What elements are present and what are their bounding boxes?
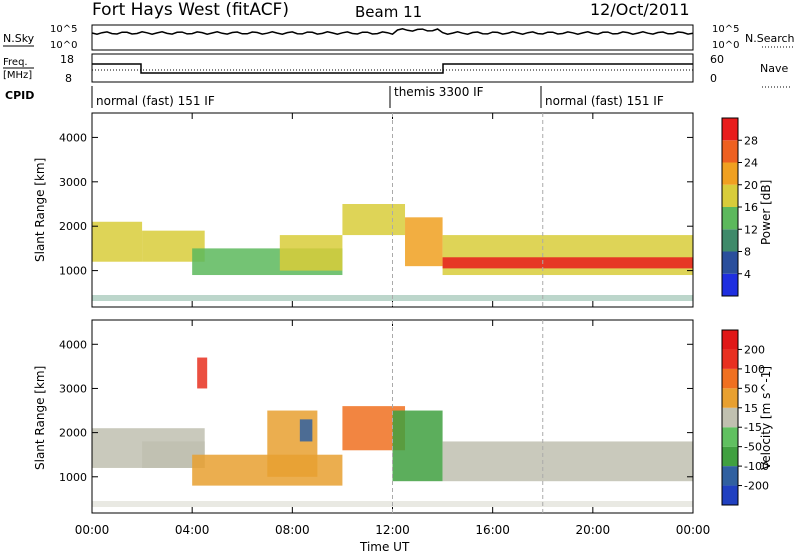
- heatmap-region: [197, 357, 208, 389]
- colorbar-swatch: [722, 407, 738, 428]
- colorbar-label: -15: [744, 421, 762, 434]
- power-heatmap: [91, 112, 694, 308]
- colorbar-label: 16: [744, 201, 758, 214]
- x-tick-label: 12:00: [375, 523, 410, 537]
- noise-line: [91, 28, 694, 36]
- heatmap-region: [92, 221, 143, 262]
- x-tick-label: 08:00: [275, 523, 310, 537]
- y-axis-title-velocity: Slant Range [km]: [33, 366, 47, 470]
- heatmap-region: [442, 257, 693, 269]
- x-tick-label: 20:00: [576, 523, 611, 537]
- x-tick-label: 00:00: [75, 523, 110, 537]
- x-tick-label: 16:00: [475, 523, 510, 537]
- colorbar-label: 15: [744, 402, 758, 415]
- nave-tick-bottom: 0: [710, 72, 717, 85]
- colorbar-swatch: [722, 368, 738, 389]
- noise-trace: [91, 28, 694, 36]
- beam-label: Beam 11: [355, 3, 422, 21]
- power-colorbar: 4 8 12 16 20 24 28: [721, 117, 758, 297]
- plot-title: Fort Hays West (fitACF): [92, 0, 289, 20]
- heatmap-region: [342, 204, 406, 236]
- noise-panel: N.Sky 10^5 10^0 10^5 10^0 N.Search: [3, 24, 795, 51]
- colorbar-swatch: [722, 162, 738, 185]
- cpid-segment-1: normal (fast) 151 IF: [96, 94, 215, 108]
- x-tick-label: 04:00: [175, 523, 210, 537]
- colorbar-label: -100: [744, 460, 769, 473]
- x-axis-title: Time UT: [359, 540, 410, 554]
- x-tick-label: 00:00: [676, 523, 711, 537]
- freq-tick-bottom: 8: [65, 72, 72, 85]
- y-tick-label: 1000: [59, 471, 87, 484]
- y-tick-label: 3000: [59, 382, 87, 395]
- y-tick-label: 2000: [59, 427, 87, 440]
- colorbar-label: -200: [744, 480, 769, 493]
- colorbar-label: 200: [744, 343, 765, 356]
- colorbar-swatch: [722, 388, 738, 408]
- y-axis-title-power: Slant Range [km]: [33, 158, 47, 262]
- y-tick-label: 4000: [59, 131, 87, 144]
- heatmap-region: [392, 410, 443, 482]
- cpid-strip: normal (fast) 151 IF themis 3300 IF norm…: [91, 85, 664, 108]
- y-tick-label: 4000: [59, 338, 87, 351]
- colorbar-swatch: [722, 485, 738, 505]
- noise-left-label: N.Sky: [3, 32, 35, 45]
- colorbar-swatch: [722, 140, 738, 163]
- colorbar-frame: [721, 329, 739, 506]
- heatmap-region: [442, 235, 693, 276]
- colorbar-swatch: [722, 229, 738, 252]
- frequency-panel: Freq. [MHz] 18 8 60 0 Nave CPID: [3, 53, 790, 102]
- y-tick-label: 2000: [59, 220, 87, 233]
- colorbar-label: 20: [744, 179, 758, 192]
- noise-left-tick-bottom: 10^0: [50, 40, 77, 51]
- axes-layer: 1000 2000 3000 4000 1000 2000 3000 4000 00:00 04:…: [59, 113, 710, 537]
- colorbar-swatch: [722, 427, 738, 447]
- noise-right-tick-bottom: 10^0: [712, 40, 739, 51]
- colorbar-label: 50: [744, 382, 758, 395]
- power-colorbar-title: Power [dB]: [759, 180, 773, 245]
- colorbar-swatch: [722, 446, 738, 467]
- colorbar-swatch: [722, 466, 738, 486]
- nave-label: Nave: [760, 62, 788, 75]
- y-tick-label: 1000: [59, 265, 87, 278]
- nave-tick-top: 60: [710, 53, 724, 66]
- colorbar-label: 100: [744, 363, 765, 376]
- noise-left-tick-top: 10^5: [50, 24, 77, 35]
- y-tick-label: 3000: [59, 176, 87, 189]
- colorbar-swatch: [722, 207, 738, 230]
- noise-right-label: N.Search: [745, 32, 795, 45]
- freq-tick-top: 18: [60, 53, 74, 66]
- noise-right-tick-top: 10^5: [712, 24, 739, 35]
- colorbar-swatch: [722, 251, 738, 274]
- cpid-segment-3: normal (fast) 151 IF: [545, 94, 664, 108]
- colorbar-swatch: [722, 349, 738, 369]
- heatmap-region: [279, 235, 343, 271]
- colorbar-swatch: [722, 330, 738, 350]
- colorbar-swatch: [722, 184, 738, 207]
- frequency-trace: [92, 63, 693, 74]
- velocity-colorbar: 200 100 50 15 -15 -50 -100 -200: [721, 329, 769, 506]
- colorbar-label: 28: [744, 134, 758, 147]
- freq-unit-label: [MHz]: [3, 70, 32, 81]
- colorbar-label: 12: [744, 223, 758, 236]
- colorbar-label: -50: [744, 441, 762, 454]
- heatmap-region: [299, 419, 313, 442]
- colorbar-label: 24: [744, 157, 758, 170]
- cpid-segment-2: themis 3300 IF: [394, 85, 484, 99]
- heatmap-region: [442, 441, 693, 482]
- date-label: 12/Oct/2011: [590, 0, 690, 19]
- colorbar-label: 4: [744, 268, 751, 281]
- freq-label: Freq.: [3, 57, 28, 68]
- colorbar-swatch: [722, 118, 738, 141]
- cpid-label: CPID: [5, 89, 34, 102]
- colorbar-label: 8: [744, 246, 751, 259]
- velocity-colorbar-title: Velocity [m s^-1]: [759, 366, 773, 470]
- heatmap-region: [405, 217, 443, 267]
- colorbar-swatch: [722, 273, 738, 296]
